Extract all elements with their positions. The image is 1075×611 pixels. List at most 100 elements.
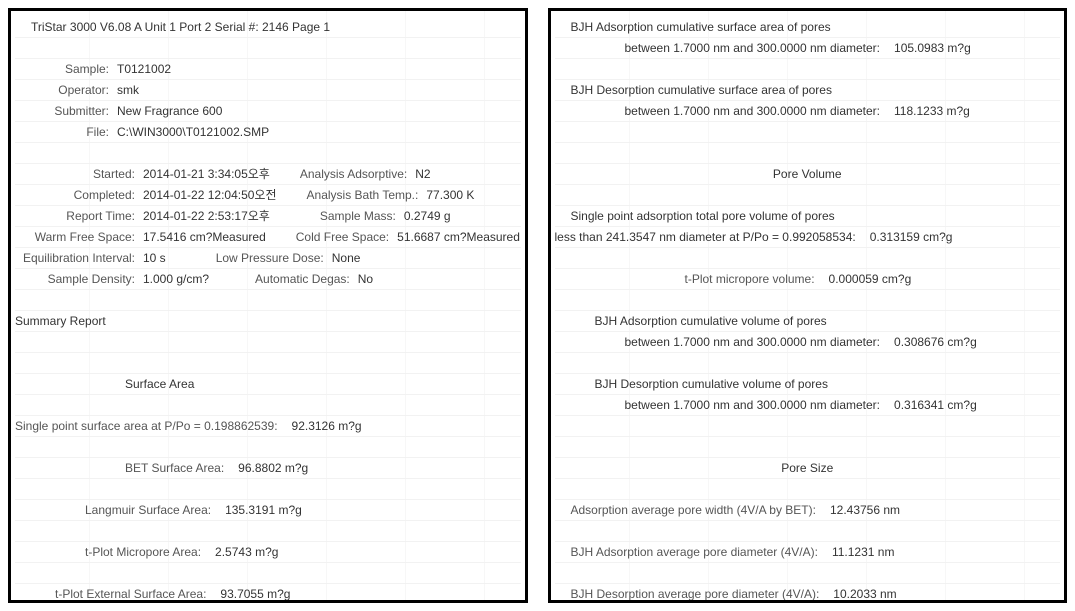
header-text: TriStar 3000 V6.08 A Unit 1 Port 2 Seria… [31,17,330,38]
sp-vol-value: 0.313159 cm?g [870,227,953,248]
bjh-ads-diam-label: BJH Adsorption average pore diameter (4V… [571,542,818,563]
started-row: Started: 2014-01-21 3:34:05오후 Analysis A… [15,164,521,185]
tplot-microvol-value: 0.000059 cm?g [829,269,912,290]
blank-row [15,38,521,59]
bjh-des-vol-line1: BJH Desorption cumulative volume of pore… [595,374,828,395]
blank-row [15,353,521,374]
bjh-ads-vol-line1: BJH Adsorption cumulative volume of pore… [595,311,827,332]
pore-size-title-row: Pore Size [555,458,1061,479]
operator-row: Operator: smk [15,80,521,101]
tplot-ext-row: t-Plot External Surface Area: 93.7055 m?… [15,584,521,603]
sp-vol-line1: Single point adsorption total pore volum… [571,206,835,227]
langmuir-value: 135.3191 m?g [225,500,302,521]
blank-row [555,521,1061,542]
completed-value: 2014-01-22 12:04:50오전 [143,185,277,206]
bath-temp-label: Analysis Bath Temp.: [307,185,419,206]
bjh-ads-diam-value: 11.1231 nm [832,542,895,563]
auto-degas-value: No [358,269,373,290]
bjh-des-vol-value: 0.316341 cm?g [894,395,977,416]
operator-value: smk [117,80,139,101]
bjh-des-diam-label: BJH Desorption average pore diameter (4V… [571,584,820,603]
blank-row [555,416,1061,437]
blank-row [555,290,1061,311]
right-panel: BJH Adsorption cumulative surface area o… [548,8,1068,603]
bjh-ads-sa-line2: between 1.7000 nm and 300.0000 nm diamet… [625,38,881,59]
completed-row: Completed: 2014-01-22 12:04:50오전 Analysi… [15,185,521,206]
equil-value: 10 s [143,248,166,269]
blank-row [555,353,1061,374]
left-panel: TriStar 3000 V6.08 A Unit 1 Port 2 Seria… [8,8,528,603]
header-line: TriStar 3000 V6.08 A Unit 1 Port 2 Seria… [15,17,521,38]
bjh-ads-vol-line2: between 1.7000 nm and 300.0000 nm diamet… [625,332,881,353]
report-time-row: Report Time: 2014-01-22 2:53:17오후 Sample… [15,206,521,227]
report-time-value: 2014-01-22 2:53:17오후 [143,206,270,227]
free-space-row: Warm Free Space: 17.5416 cm?Measured Col… [15,227,521,248]
blank-row [15,290,521,311]
auto-degas-label: Automatic Degas: [255,269,350,290]
tplot-micro-row: t-Plot Micropore Area: 2.5743 m?g [15,542,521,563]
low-pressure-value: None [332,248,361,269]
bjh-ads-vol-value: 0.308676 cm?g [894,332,977,353]
density-value: 1.000 g/cm? [143,269,209,290]
bjh-des-sa-row1: BJH Desorption cumulative surface area o… [555,80,1061,101]
warm-free-value: 17.5416 cm?Measured [143,227,266,248]
bjh-des-sa-line1: BJH Desorption cumulative surface area o… [571,80,832,101]
blank-row [555,248,1061,269]
blank-row [15,479,521,500]
langmuir-label: Langmuir Surface Area: [85,500,211,521]
adsorptive-label: Analysis Adsorptive: [300,164,407,185]
blank-row [555,185,1061,206]
bjh-des-vol-row1: BJH Desorption cumulative volume of pore… [555,374,1061,395]
bet-value: 96.8802 m?g [238,458,308,479]
completed-label: Completed: [15,185,135,206]
tplot-ext-label: t-Plot External Surface Area: [55,584,206,603]
summary-title: Summary Report [15,311,106,332]
bjh-des-diam-row: BJH Desorption average pore diameter (4V… [555,584,1061,603]
pore-volume-title-row: Pore Volume [555,164,1061,185]
bjh-ads-sa-row2: between 1.7000 nm and 300.0000 nm diamet… [555,38,1061,59]
blank-row [15,521,521,542]
bjh-des-diam-value: 10.2033 nm [833,584,896,603]
submitter-value: New Fragrance 600 [117,101,222,122]
operator-label: Operator: [15,80,109,101]
file-label: File: [15,122,109,143]
bjh-ads-vol-row1: BJH Adsorption cumulative volume of pore… [555,311,1061,332]
bjh-ads-vol-row2: between 1.7000 nm and 300.0000 nm diamet… [555,332,1061,353]
langmuir-row: Langmuir Surface Area: 135.3191 m?g [15,500,521,521]
file-value: C:\WIN3000\T0121002.SMP [117,122,269,143]
submitter-label: Submitter: [15,101,109,122]
sample-row: Sample: T0121002 [15,59,521,80]
pore-size-title: Pore Size [781,458,833,479]
blank-row [555,143,1061,164]
bjh-des-sa-value: 118.1233 m?g [894,101,970,122]
sp-vol-row1: Single point adsorption total pore volum… [555,206,1061,227]
blank-row [555,563,1061,584]
bjh-ads-sa-row1: BJH Adsorption cumulative surface area o… [555,17,1061,38]
sample-mass-value: 0.2749 g [404,206,451,227]
surface-area-title-row: Surface Area [15,374,521,395]
blank-row [15,332,521,353]
tplot-ext-value: 93.7055 m?g [220,584,290,603]
bath-temp-value: 77.300 K [426,185,474,206]
density-label: Sample Density: [15,269,135,290]
bjh-des-vol-line2: between 1.7000 nm and 300.0000 nm diamet… [625,395,881,416]
single-point-sa-label: Single point surface area at P/Po = 0.19… [15,416,278,437]
low-pressure-label: Low Pressure Dose: [216,248,324,269]
report-time-label: Report Time: [15,206,135,227]
ads-avg-width-row: Adsorption average pore width (4V/A by B… [555,500,1061,521]
submitter-row: Submitter: New Fragrance 600 [15,101,521,122]
tplot-micro-value: 2.5743 m?g [215,542,278,563]
single-point-sa-value: 92.3126 m?g [292,416,362,437]
tplot-microvol-row: t-Plot micropore volume: 0.000059 cm?g [555,269,1061,290]
started-label: Started: [15,164,135,185]
equil-label: Equilibration Interval: [15,248,135,269]
surface-area-title: Surface Area [125,374,194,395]
blank-row [15,143,521,164]
pore-volume-title: Pore Volume [773,164,842,185]
blank-row [15,563,521,584]
bjh-des-sa-line2: between 1.7000 nm and 300.0000 nm diamet… [625,101,881,122]
warm-free-label: Warm Free Space: [15,227,135,248]
blank-row [555,122,1061,143]
blank-row [555,437,1061,458]
bjh-ads-diam-row: BJH Adsorption average pore diameter (4V… [555,542,1061,563]
